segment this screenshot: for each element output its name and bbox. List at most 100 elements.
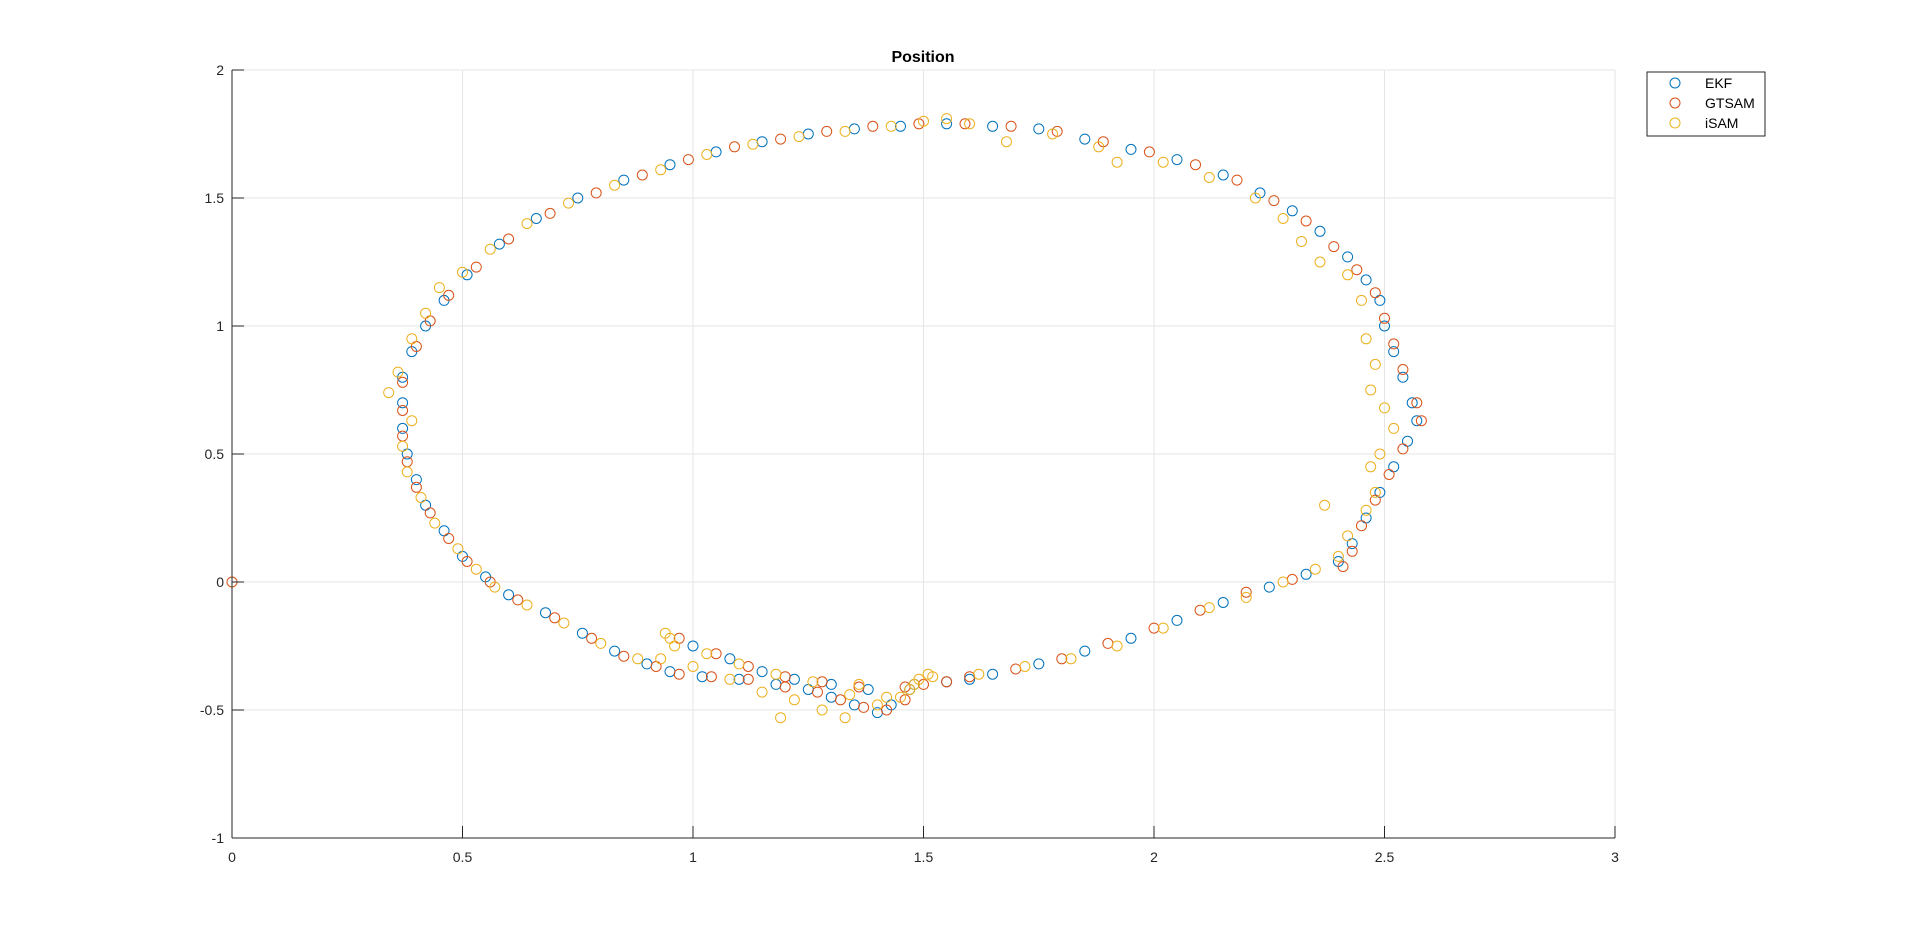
data-point (959, 118, 971, 130)
data-point (812, 686, 823, 698)
data-point (433, 282, 445, 294)
legend-label: iSAM (1705, 115, 1738, 131)
data-point (987, 668, 999, 680)
data-point (687, 661, 699, 672)
data-point (1342, 269, 1354, 281)
data-point (1365, 384, 1377, 396)
x-tick-label: 0 (228, 849, 236, 865)
data-point (655, 164, 667, 176)
data-point (503, 589, 515, 601)
data-point (1093, 141, 1105, 153)
x-tick-label: 1.5 (914, 849, 934, 865)
data-point (590, 187, 602, 199)
data-point (664, 159, 676, 171)
data-point (1356, 294, 1367, 306)
data-point (1171, 154, 1183, 166)
data-point (821, 125, 833, 137)
data-point (682, 154, 694, 166)
data-point (1342, 530, 1354, 542)
data-point (410, 481, 422, 493)
legend-box (1646, 71, 1766, 137)
data-point (397, 376, 409, 388)
data-point (1047, 128, 1059, 140)
data-point (618, 650, 630, 662)
data-point (724, 653, 736, 665)
data-point (1001, 136, 1012, 148)
data-point (1300, 568, 1312, 580)
data-point (429, 517, 441, 529)
data-point (1203, 602, 1215, 614)
data-point (1019, 661, 1031, 672)
data-point (673, 668, 685, 680)
data-point (1157, 156, 1169, 168)
y-tick-label: 0.5 (205, 446, 225, 462)
data-point (701, 149, 713, 160)
data-point (775, 133, 787, 145)
data-point (1056, 653, 1068, 665)
data-point (733, 673, 745, 685)
data-point (383, 387, 395, 399)
data-point (1065, 653, 1077, 665)
legend-marker (1669, 97, 1681, 109)
data-point (1143, 146, 1155, 158)
data-point (1342, 251, 1354, 263)
data-point (632, 653, 644, 665)
data-point (987, 120, 999, 132)
data-point (1203, 172, 1215, 183)
data-point (788, 694, 800, 706)
data-point (1383, 469, 1395, 480)
data-point (705, 671, 717, 683)
data-point (1388, 338, 1400, 350)
data-point (853, 681, 865, 693)
data-point (1369, 287, 1381, 299)
data-point (443, 533, 455, 544)
data-point (1406, 397, 1418, 409)
data-point (1319, 499, 1331, 511)
data-point (397, 397, 409, 409)
data-point (1111, 640, 1123, 652)
data-point (540, 607, 551, 619)
data-point (420, 307, 432, 319)
legend-marker (1669, 117, 1681, 129)
data-point (1360, 333, 1372, 345)
data-point (1397, 364, 1409, 375)
data-point (1296, 236, 1307, 247)
data-point (701, 648, 713, 660)
data-point (941, 676, 953, 688)
data-point (1369, 486, 1381, 498)
data-point (913, 673, 925, 685)
data-point (858, 701, 870, 713)
data-point (1351, 264, 1363, 276)
data-point (1356, 520, 1367, 532)
y-tick-label: 1 (216, 318, 224, 334)
data-point (742, 673, 754, 685)
data-point (443, 289, 455, 301)
data-point (729, 141, 740, 153)
data-point (461, 556, 473, 567)
data-point (1360, 504, 1372, 516)
data-point (406, 333, 418, 345)
data-point (853, 678, 865, 690)
data-point (1005, 120, 1017, 132)
data-point (586, 632, 598, 644)
y-tick-label: 0 (216, 574, 224, 590)
data-point (1277, 213, 1289, 224)
data-point (1314, 256, 1326, 268)
data-point (964, 118, 976, 130)
x-tick-label: 1 (689, 849, 697, 865)
data-point (1374, 448, 1386, 460)
chart-title: Position (891, 49, 954, 66)
data-point (1415, 415, 1427, 427)
data-point (1300, 215, 1312, 227)
data-point (1249, 192, 1261, 204)
data-point (558, 617, 570, 629)
data-point (1033, 123, 1045, 135)
data-point (885, 120, 897, 132)
data-point (1125, 143, 1137, 155)
data-point (839, 125, 851, 137)
data-point (867, 120, 879, 132)
data-point (1309, 563, 1321, 575)
data-point (839, 712, 851, 724)
data-point (710, 648, 722, 660)
data-point (1369, 358, 1381, 370)
